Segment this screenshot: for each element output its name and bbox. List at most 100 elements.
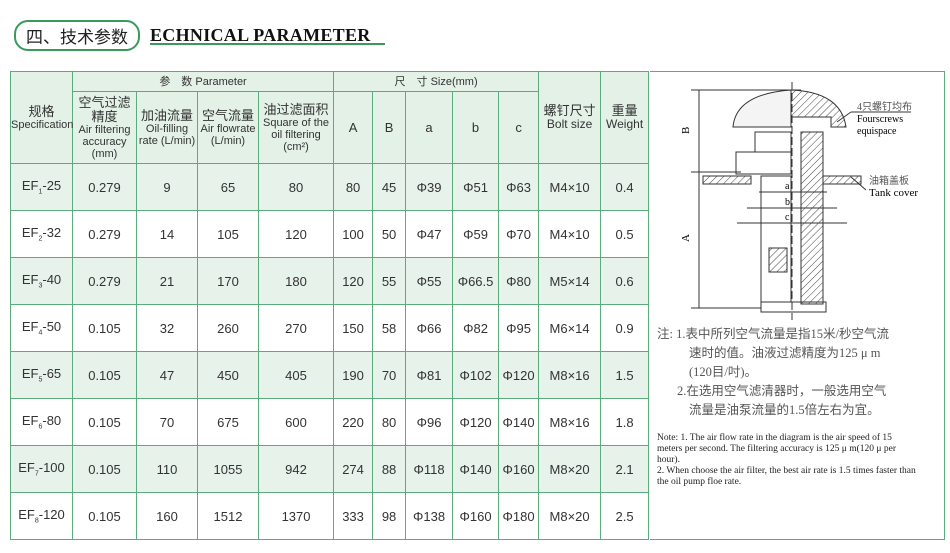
cell-spec: EF3-40 [10, 257, 73, 305]
cell-A: 150 [333, 304, 374, 352]
dim-b: b [785, 197, 790, 208]
cell-oil: 160 [136, 492, 198, 540]
header-air-accuracy: 空气过滤精度 Air filtering accuracy (mm) [72, 91, 137, 164]
dim-B: B [680, 127, 692, 134]
cell-acc: 0.105 [72, 351, 137, 399]
cell-B: 80 [372, 398, 407, 446]
cell-spec: EF6-80 [10, 398, 73, 446]
header-weight: 重量 Weight [600, 71, 650, 164]
cell-sq: 1370 [257, 492, 335, 540]
cell-b: Φ59 [452, 210, 500, 258]
table-row: EF4-50 0.105 32 260 270 150 58 Φ66 Φ82 Φ95 M6×14 0.… [10, 304, 650, 352]
cell-c: Φ160 [498, 445, 540, 493]
cell-B: 55 [372, 257, 407, 305]
cell-acc: 0.279 [72, 210, 137, 258]
cell-c: Φ140 [498, 398, 540, 446]
cell-b: Φ160 [452, 492, 500, 540]
cell-spec: EF2-32 [10, 210, 73, 258]
table-row: EF2-32 0.279 14 105 120 100 50 Φ47 Φ59 Φ70 M4×10 0.… [10, 210, 650, 258]
header-oil-rate: 加油流量 Oil-filling rate (L/min) [136, 91, 198, 164]
cell-air: 170 [197, 257, 259, 305]
cell-spec: EF7-100 [10, 445, 73, 493]
cell-b: Φ82 [452, 304, 500, 352]
note-en-2: 2. When choose the air filter, the best … [657, 466, 916, 487]
cell-oil: 70 [136, 398, 198, 446]
cell-w: 0.6 [600, 257, 650, 305]
cell-oil: 110 [136, 445, 198, 493]
cell-c: Φ180 [498, 492, 540, 540]
cell-B: 58 [372, 304, 407, 352]
cell-a: Φ138 [405, 492, 454, 540]
header-A: A [333, 91, 374, 164]
note-cn-line: (120目/吋)。 [689, 365, 758, 379]
cell-A: 80 [333, 163, 374, 211]
header-b: b [452, 91, 500, 164]
cell-B: 88 [372, 445, 407, 493]
cell-bolt: M5×14 [538, 257, 602, 305]
dim-c: c [785, 212, 790, 223]
header-size: 尺 寸 Size(mm) [333, 71, 540, 92]
cell-b: Φ102 [452, 351, 500, 399]
cell-c: Φ95 [498, 304, 540, 352]
cell-air: 105 [197, 210, 259, 258]
cell-bolt: M8×20 [538, 445, 602, 493]
cell-bolt: M6×14 [538, 304, 602, 352]
cell-A: 190 [333, 351, 374, 399]
cell-a: Φ55 [405, 257, 454, 305]
label-screws-en1: Fourscrews [857, 114, 903, 125]
diagram-panel [650, 71, 945, 540]
cell-oil: 9 [136, 163, 198, 211]
cell-spec: EF5-65 [10, 351, 73, 399]
table-row: EF3-40 0.279 21 170 180 120 55 Φ55 Φ66.5 Φ80 M5×14… [10, 257, 650, 305]
section-title-en: ECHNICAL PARAMETER [150, 25, 371, 45]
cell-w: 0.9 [600, 304, 650, 352]
cell-acc: 0.279 [72, 163, 137, 211]
cell-sq: 942 [257, 445, 335, 493]
cell-air: 1512 [197, 492, 259, 540]
dim-a: a [785, 181, 790, 192]
cell-sq: 600 [257, 398, 335, 446]
cell-c: Φ80 [498, 257, 540, 305]
cell-acc: 0.105 [72, 445, 137, 493]
cell-sq: 270 [257, 304, 335, 352]
cell-w: 1.5 [600, 351, 650, 399]
cell-w: 0.5 [600, 210, 650, 258]
cell-a: Φ47 [405, 210, 454, 258]
note-cn-line: 2.在选用空气滤清器时，一般选用空气 [677, 384, 887, 398]
cell-spec: EF4-50 [10, 304, 73, 352]
cell-oil: 21 [136, 257, 198, 305]
cell-a: Φ66 [405, 304, 454, 352]
cell-c: Φ63 [498, 163, 540, 211]
parameter-table: 规格 Specification 参 数 Parameter 尺 寸 Size(m… [10, 71, 650, 540]
cell-sq: 405 [257, 351, 335, 399]
cell-sq: 80 [257, 163, 335, 211]
cell-oil: 47 [136, 351, 198, 399]
cell-oil: 32 [136, 304, 198, 352]
cell-air: 260 [197, 304, 259, 352]
table-row: EF6-80 0.105 70 675 600 220 80 Φ96 Φ120 Φ140 M8×16… [10, 398, 650, 446]
cell-A: 274 [333, 445, 374, 493]
cell-c: Φ70 [498, 210, 540, 258]
table-row: EF7-100 0.105 110 1055 942 274 88 Φ118 Φ140 Φ160 M… [10, 445, 650, 493]
cell-A: 120 [333, 257, 374, 305]
note-cn-line: 速时的值。油液过滤精度为125 μ m [689, 346, 881, 360]
cell-air: 675 [197, 398, 259, 446]
cell-bolt: M8×16 [538, 398, 602, 446]
notes-chinese: 注: 1.表中所列空气流量是指15米/秒空气流 速时的值。油液过滤精度为125 … [657, 325, 942, 420]
cell-a: Φ96 [405, 398, 454, 446]
cell-w: 1.8 [600, 398, 650, 446]
header-c: c [498, 91, 540, 164]
cell-bolt: M8×16 [538, 351, 602, 399]
cell-acc: 0.105 [72, 492, 137, 540]
cell-acc: 0.279 [72, 257, 137, 305]
cell-b: Φ66.5 [452, 257, 500, 305]
header-B: B [372, 91, 407, 164]
cell-w: 0.4 [600, 163, 650, 211]
cell-bolt: M4×10 [538, 210, 602, 258]
cell-A: 333 [333, 492, 374, 540]
cell-oil: 14 [136, 210, 198, 258]
filter-diagram: B A a b c 4只螺钉均布 Fourscrews equispace 油箱… [680, 82, 918, 320]
header-spec: 规格 Specification [10, 71, 73, 164]
cell-a: Φ81 [405, 351, 454, 399]
section-title-cn: 四、技术参数 [14, 20, 140, 51]
